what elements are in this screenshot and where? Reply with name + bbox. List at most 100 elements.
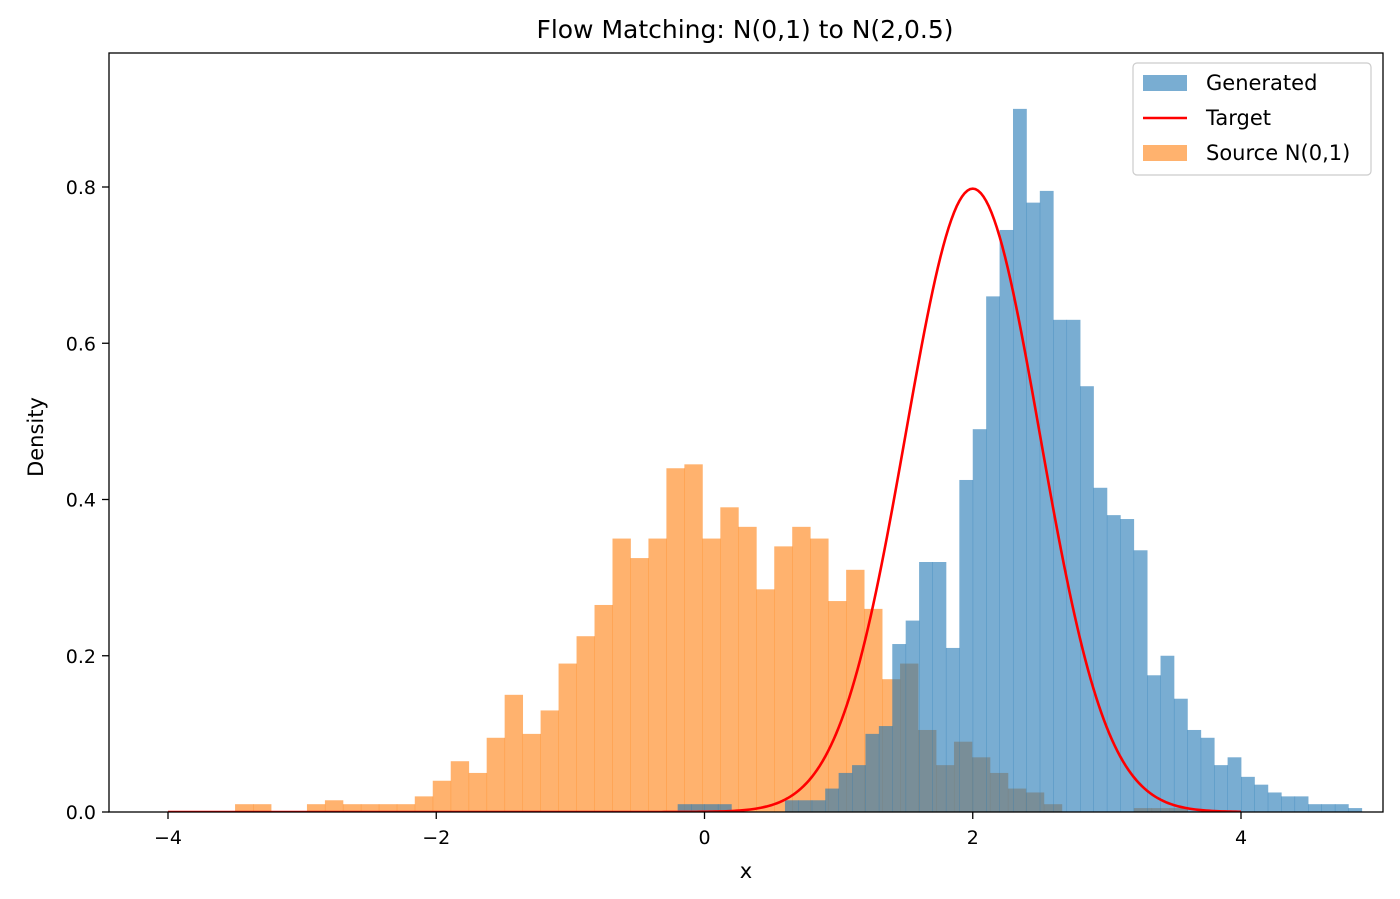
hist-bar (1106, 515, 1121, 812)
hist-bar (1308, 804, 1322, 812)
hist-bar (1012, 108, 1027, 812)
legend-swatch (1143, 75, 1187, 91)
hist-bar (648, 538, 667, 812)
hist-bar (1133, 550, 1148, 812)
hist-bar (324, 800, 344, 812)
hist-bar (919, 562, 933, 812)
hist-bar (1120, 519, 1135, 812)
hist-bar (691, 804, 705, 812)
legend-label: Generated (1206, 71, 1317, 95)
hist-bar (846, 569, 865, 812)
y-tick-label: 0.6 (66, 333, 96, 355)
hist-bar (838, 772, 853, 812)
hist-bar (1039, 190, 1054, 812)
hist-bar (576, 636, 595, 812)
hist-bar (306, 804, 326, 812)
hist-bar (342, 804, 362, 812)
hist-bar (865, 733, 880, 812)
hist-bar (1241, 776, 1255, 812)
hist-bar (1187, 729, 1202, 812)
hist-bar (612, 538, 631, 812)
hist-bar (1348, 808, 1363, 812)
hist-bar (825, 788, 840, 812)
x-tick-label: −4 (154, 827, 182, 849)
hist-bar (945, 647, 960, 812)
legend-box (1132, 62, 1372, 176)
chart-title: Flow Matching: N(0,1) to N(2,0.5) (536, 15, 953, 44)
hist-bar (360, 804, 380, 812)
hist-bar (432, 780, 452, 812)
hist-bar (1321, 804, 1336, 812)
hist-bar (1053, 319, 1068, 812)
legend: Generated Target Source N(0,1) (1132, 62, 1372, 176)
legend-label: Source N(0,1) (1206, 141, 1350, 165)
hist-bar (630, 558, 649, 812)
hist-bar (810, 538, 829, 812)
legend-swatch (1143, 145, 1187, 161)
hist-bar (253, 804, 272, 812)
hist-bar (784, 800, 799, 812)
hist-bar (756, 589, 775, 812)
bars-layer (235, 108, 1363, 812)
hist-bar (999, 229, 1014, 812)
y-axis-label: Density (24, 397, 48, 477)
hist-bar (684, 464, 703, 812)
x-tick-label: 2 (967, 827, 979, 849)
y-tick-label: 0.0 (66, 802, 96, 824)
hist-bar (972, 429, 987, 812)
hist-bar (558, 663, 577, 812)
hist-bar (522, 733, 541, 812)
hist-bar (828, 601, 847, 812)
hist-bar (1254, 784, 1269, 812)
hist-bar (811, 800, 826, 812)
hist-bar (594, 604, 613, 812)
hist-bar (677, 804, 692, 812)
series-source-n-0-1 (235, 464, 1189, 812)
hist-bar (1267, 792, 1282, 812)
hist-bar (852, 765, 866, 812)
y-tick-label: 0.8 (66, 177, 96, 199)
x-tick-label: −2 (422, 827, 450, 849)
hist-bar (1093, 487, 1108, 812)
hist-bar (468, 772, 488, 812)
hist-bar (378, 804, 398, 812)
hist-bar (414, 796, 434, 812)
hist-bar (798, 800, 813, 812)
hist-bar (738, 526, 757, 812)
hist-bar (1214, 765, 1228, 812)
y-tick-label: 0.4 (66, 490, 96, 512)
hist-bar (1066, 319, 1081, 812)
hist-bar (1200, 737, 1215, 812)
hist-bar (1227, 757, 1242, 812)
hist-bar (792, 526, 811, 812)
hist-bar (1160, 655, 1175, 812)
hist-bar (540, 710, 559, 812)
hist-bar (1334, 804, 1349, 812)
series-generated (677, 108, 1363, 812)
hist-bar (986, 296, 1000, 812)
hist-bar (774, 546, 793, 812)
hist-bar (396, 804, 416, 812)
x-tick-label: 0 (698, 827, 710, 849)
hist-bar (932, 562, 947, 812)
x-tick-label: 4 (1235, 827, 1247, 849)
hist-bar (504, 694, 524, 812)
hist-bar (892, 644, 907, 812)
hist-bar (666, 468, 685, 812)
hist-bar (720, 507, 739, 812)
hist-bar (235, 804, 254, 812)
hist-bar (717, 804, 732, 812)
hist-bar (1294, 796, 1309, 812)
hist-bar (1080, 386, 1094, 812)
hist-bar (1281, 796, 1296, 812)
hist-bar (1026, 202, 1041, 812)
ticks-layer: −4 −2 0 2 4 0.0 0.2 0.4 0.6 0.8 (66, 177, 1247, 849)
legend-label: Target (1205, 106, 1271, 130)
hist-bar (702, 538, 721, 812)
hist-bar (450, 761, 470, 812)
hist-bar (878, 726, 893, 812)
hist-bar (1147, 675, 1161, 812)
hist-bar (959, 479, 974, 812)
hist-bar (1173, 698, 1188, 812)
